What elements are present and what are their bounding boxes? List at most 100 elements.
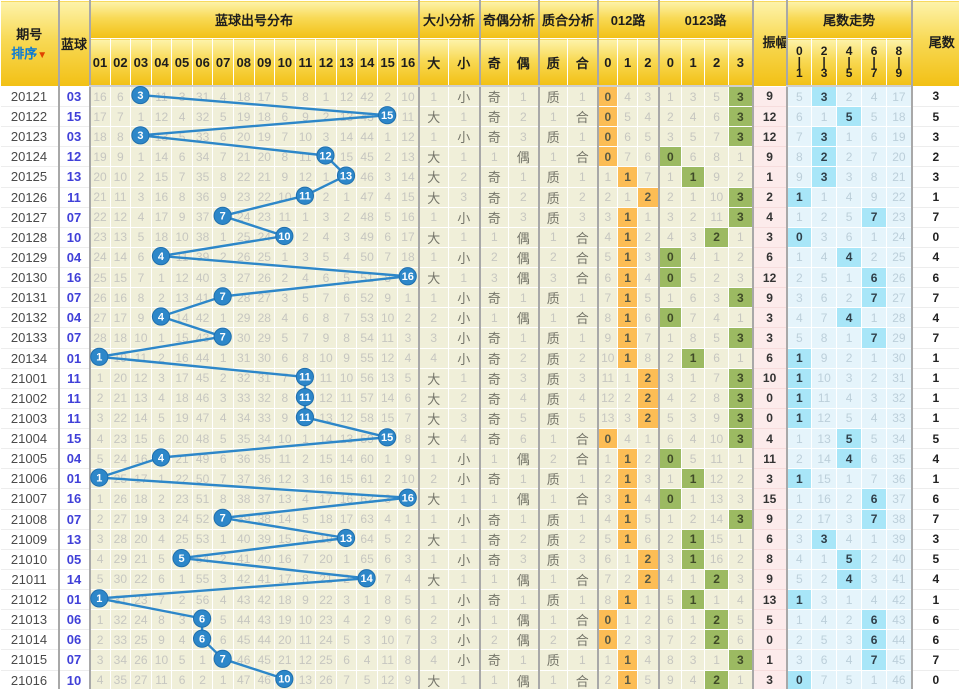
road0123-cell: 3	[728, 569, 754, 591]
amplitude-value: 3	[751, 670, 788, 689]
prime-comp-cell: 质	[537, 207, 569, 228]
tail-trend-cell: 5	[785, 569, 813, 591]
big-small-cell: 大	[417, 529, 450, 550]
road0123-cell: 1	[728, 348, 754, 369]
amplitude-value: 3	[751, 327, 788, 349]
tail-trend-cell: 34	[886, 428, 913, 450]
tail-value: 3	[910, 126, 959, 148]
tail-value: 0	[910, 670, 959, 689]
table-row: 21012 01 31 23 7 2 56 4 43 42 18 9 22 3 1 8 5 1 小奇 1 质 1 8 1 1 5 1…	[0, 589, 959, 611]
road012-cell: 1	[617, 649, 639, 671]
dist-miss-cell: 10	[315, 348, 337, 369]
big-small-cell: 大	[417, 166, 450, 188]
road0123-cell: 2	[704, 670, 730, 689]
tail-trend-cell: 4	[811, 609, 838, 631]
dist-miss-cell: 42	[233, 569, 255, 591]
tail-trend-cell: 7	[811, 670, 838, 689]
tail-value: 2	[910, 146, 959, 168]
dist-miss-cell: 16	[315, 468, 337, 490]
road012-cell: 5	[596, 247, 619, 269]
dist-miss-cell: 14	[151, 146, 173, 168]
dist-hit-cell	[151, 448, 173, 470]
table-row: 21015 07 3 34 26 10 5 1 46 45 21 12 25 6 4 11 8 4 小奇 1 质 1 1 1 4…	[0, 649, 959, 671]
road0123-group-header: 0123路	[657, 0, 754, 39]
sort-arrow-icon[interactable]: ▼	[37, 50, 48, 62]
dist-miss-cell: 1	[397, 287, 420, 309]
road012-cell: 5	[637, 126, 660, 148]
dist-miss-cell: 7	[295, 549, 317, 570]
dist-miss-cell: 9	[315, 327, 337, 349]
dist-miss-cell: 27	[110, 509, 132, 530]
tail-trend-cell: 1	[785, 187, 813, 208]
tail-trend-cell: 20	[886, 146, 913, 168]
dist-miss-cell: 4	[212, 86, 234, 107]
blue-ball-value: 07	[57, 327, 90, 349]
tail-trend-cell: 1	[785, 428, 813, 450]
tail-trend-cell: 3	[836, 166, 863, 188]
dist-miss-cell: 11	[397, 106, 420, 128]
dist-hit-cell	[315, 146, 337, 168]
dist-miss-cell: 5	[336, 267, 358, 289]
road012-cell: 1	[617, 549, 639, 570]
tail-trend-cell: 8	[785, 146, 813, 168]
dist-miss-cell: 3	[295, 468, 317, 490]
big-small-cell: 3	[448, 408, 481, 430]
road012-cell: 6	[617, 126, 639, 148]
dist-miss-cell: 21	[88, 187, 111, 208]
tail-trend-cell: 0	[785, 670, 813, 689]
road0123-cell: 1	[681, 569, 706, 591]
tail-trend-cell: 6	[861, 126, 888, 148]
dist-miss-cell: 8	[295, 86, 317, 107]
dist-miss-cell: 23	[130, 589, 152, 611]
dist-miss-cell: 36	[254, 468, 276, 490]
dist-miss-cell: 22	[110, 408, 132, 430]
dist-miss-cell: 2	[336, 207, 358, 228]
dist-col-header: 11	[294, 38, 317, 87]
odd-even-cell: 3	[478, 267, 510, 289]
road0123-cell: 1	[704, 649, 730, 671]
dist-miss-cell: 16	[88, 86, 111, 107]
big-small-cell: 小	[448, 247, 481, 269]
tail-trend-cell: 2	[785, 267, 813, 289]
dist-miss-cell: 14	[336, 126, 358, 148]
dist-miss-cell: 3	[88, 529, 111, 550]
sort-control[interactable]: 排序▼	[2, 43, 58, 62]
dist-miss-cell: 5	[336, 629, 358, 651]
odd-even-cell: 1	[478, 307, 510, 329]
tail-trend-cell: 41	[886, 569, 913, 591]
dist-miss-cell: 11	[274, 207, 296, 228]
dist-miss-cell: 21	[171, 448, 193, 470]
amplitude-value: 1	[751, 649, 788, 671]
road012-cell: 1	[617, 307, 639, 329]
road0123-cell: 2	[681, 629, 706, 651]
tail-trend-cell: 4	[836, 187, 863, 208]
dist-miss-cell: 7	[151, 589, 173, 611]
road0123-cell: 4	[657, 569, 683, 591]
big-small-cell: 大	[417, 368, 450, 389]
blue-ball-value: 11	[57, 368, 90, 389]
amplitude-value: 12	[751, 106, 788, 128]
dist-miss-cell: 8	[212, 166, 234, 188]
tail-trend-cell: 1	[861, 529, 888, 550]
prime-comp-cell: 1	[537, 488, 569, 510]
dist-miss-cell: 2	[88, 509, 111, 530]
row-issue: 21012	[0, 589, 59, 611]
road012-col-header: 2	[637, 38, 660, 87]
dist-miss-cell: 13	[274, 488, 296, 510]
road012-cell: 1	[617, 166, 639, 188]
road012-cell: 2	[617, 569, 639, 591]
tail-trend-cell: 7	[861, 207, 888, 228]
dist-miss-cell: 20	[130, 529, 152, 550]
prime-comp-cell: 合	[567, 227, 599, 248]
dist-miss-cell: 31	[233, 348, 255, 369]
dist-miss-cell: 11	[336, 388, 358, 409]
prime-comp-cell: 合	[567, 629, 599, 651]
prime-comp-cell: 1	[567, 589, 599, 611]
dist-miss-cell: 15	[110, 267, 132, 289]
sort-label[interactable]: 排序	[11, 46, 38, 62]
road0123-cell: 2	[681, 509, 706, 530]
dist-miss-cell: 8	[130, 287, 152, 309]
big-small-cell: 小	[448, 629, 481, 651]
blue-ball-value: 01	[57, 348, 90, 369]
dist-miss-cell: 26	[315, 670, 337, 689]
